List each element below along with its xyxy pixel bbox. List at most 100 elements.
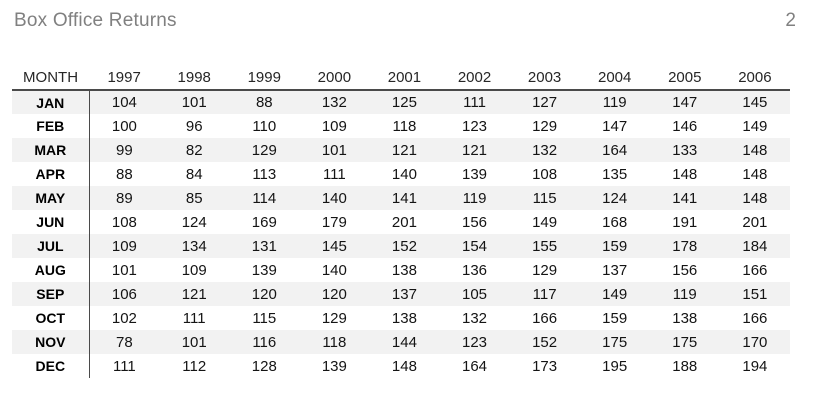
value-cell: 164 <box>462 357 488 375</box>
value-cell: 149 <box>602 285 628 303</box>
value-cell: 188 <box>672 357 698 375</box>
table-row: JAN 104 101 88 132 125 111 127 119 147 145 <box>12 90 790 114</box>
value-cell: 105 <box>462 285 488 303</box>
value-cell: 111 <box>463 94 486 111</box>
year-column-header: 2005 <box>649 66 720 91</box>
page-title: Box Office Returns <box>14 10 177 31</box>
value-cell: 147 <box>672 94 698 111</box>
value-cell: 104 <box>111 94 137 111</box>
month-cell: SEP <box>12 282 90 306</box>
table-body: JAN 104 101 88 132 125 111 127 119 147 145 FEB 100 96… <box>12 90 790 378</box>
value-cell: 147 <box>602 117 628 135</box>
value-cell: 111 <box>322 165 346 183</box>
value-cell: 108 <box>111 213 137 231</box>
year-column-header: 1997 <box>89 66 160 91</box>
value-cell: 149 <box>532 213 558 231</box>
value-cell: 124 <box>181 213 207 231</box>
table-row: OCT 102 111 115 129 138 132 166 159 138 166 <box>12 306 790 330</box>
value-cell: 118 <box>392 117 417 135</box>
value-cell: 109 <box>181 261 207 279</box>
value-cell: 121 <box>391 141 417 159</box>
value-cell: 148 <box>672 165 698 183</box>
table-row: MAR 99 82 129 101 121 121 132 164 133 148 <box>12 138 790 162</box>
value-cell: 119 <box>672 285 697 303</box>
value-cell: 110 <box>252 117 277 135</box>
value-cell: 137 <box>602 261 628 279</box>
table-row: JUN 108 124 169 179 201 156 149 168 191 201 <box>12 210 790 234</box>
value-cell: 134 <box>181 237 207 255</box>
value-cell: 88 <box>116 165 133 183</box>
value-cell: 166 <box>532 309 558 327</box>
value-cell: 119 <box>602 94 627 111</box>
value-cell: 101 <box>181 333 207 351</box>
year-column-header: 1998 <box>159 66 230 91</box>
year-column-header: 2004 <box>579 66 650 91</box>
value-cell: 170 <box>742 333 768 351</box>
year-column-header: 2002 <box>439 66 510 91</box>
value-cell: 139 <box>462 165 488 183</box>
value-cell: 127 <box>532 94 558 111</box>
value-cell: 133 <box>672 141 698 159</box>
value-cell: 129 <box>321 309 347 327</box>
value-cell: 141 <box>391 189 417 207</box>
year-column-header: 2001 <box>369 66 440 91</box>
value-cell: 148 <box>742 141 768 159</box>
value-cell: 131 <box>251 237 277 255</box>
value-cell: 137 <box>391 285 417 303</box>
year-column-header: 2003 <box>509 66 580 91</box>
value-cell: 124 <box>602 189 628 207</box>
value-cell: 115 <box>532 189 557 207</box>
value-cell: 169 <box>251 213 277 231</box>
value-cell: 184 <box>742 237 768 255</box>
value-cell: 146 <box>672 117 698 135</box>
value-cell: 106 <box>111 285 137 303</box>
value-cell: 129 <box>251 141 277 159</box>
value-cell: 82 <box>185 141 203 159</box>
value-cell: 112 <box>182 357 207 375</box>
value-cell: 178 <box>672 237 698 255</box>
value-cell: 179 <box>321 213 347 231</box>
value-cell: 88 <box>255 94 273 111</box>
month-cell: MAR <box>12 138 90 162</box>
value-cell: 101 <box>181 94 207 111</box>
value-cell: 109 <box>111 237 137 255</box>
value-cell: 195 <box>602 357 628 375</box>
value-cell: 115 <box>252 309 277 327</box>
year-column-header: 2000 <box>299 66 370 91</box>
table-header: MONTH 1997 1998 1999 2000 2001 2002 2003 2004 20… <box>12 66 790 91</box>
value-cell: 152 <box>532 333 558 351</box>
value-cell: 139 <box>321 357 347 375</box>
value-cell: 129 <box>532 117 558 135</box>
value-cell: 148 <box>742 189 768 207</box>
value-cell: 125 <box>391 94 417 111</box>
value-cell: 141 <box>672 189 698 207</box>
value-cell: 114 <box>252 189 277 207</box>
value-cell: 132 <box>321 94 347 111</box>
value-cell: 148 <box>742 165 768 183</box>
value-cell: 101 <box>111 261 137 279</box>
value-cell: 128 <box>251 357 277 375</box>
value-cell: 166 <box>742 309 768 327</box>
value-cell: 85 <box>185 189 203 207</box>
table-row: FEB 100 96 110 109 118 123 129 147 146 149 <box>12 114 790 138</box>
box-office-table: MONTH 1997 1998 1999 2000 2001 2002 2003 2004 20… <box>12 66 790 378</box>
value-cell: 123 <box>462 333 488 351</box>
value-cell: 89 <box>116 189 133 207</box>
value-cell: 102 <box>111 309 137 327</box>
value-cell: 168 <box>602 213 628 231</box>
value-cell: 120 <box>321 285 347 303</box>
table-row: AUG 101 109 139 140 138 136 129 137 156 166 <box>12 258 790 282</box>
value-cell: 194 <box>742 357 768 375</box>
value-cell: 78 <box>116 333 133 351</box>
month-cell: JUL <box>12 234 90 258</box>
value-cell: 100 <box>111 117 137 135</box>
month-cell: OCT <box>12 306 90 330</box>
table-row: APR 88 84 113 111 140 139 108 135 148 148 <box>12 162 790 186</box>
value-cell: 191 <box>672 213 698 231</box>
value-cell: 145 <box>742 94 768 111</box>
value-cell: 121 <box>181 285 207 303</box>
month-column-header: MONTH <box>12 66 90 91</box>
value-cell: 117 <box>532 285 557 303</box>
value-cell: 113 <box>252 165 277 183</box>
value-cell: 96 <box>185 117 203 135</box>
